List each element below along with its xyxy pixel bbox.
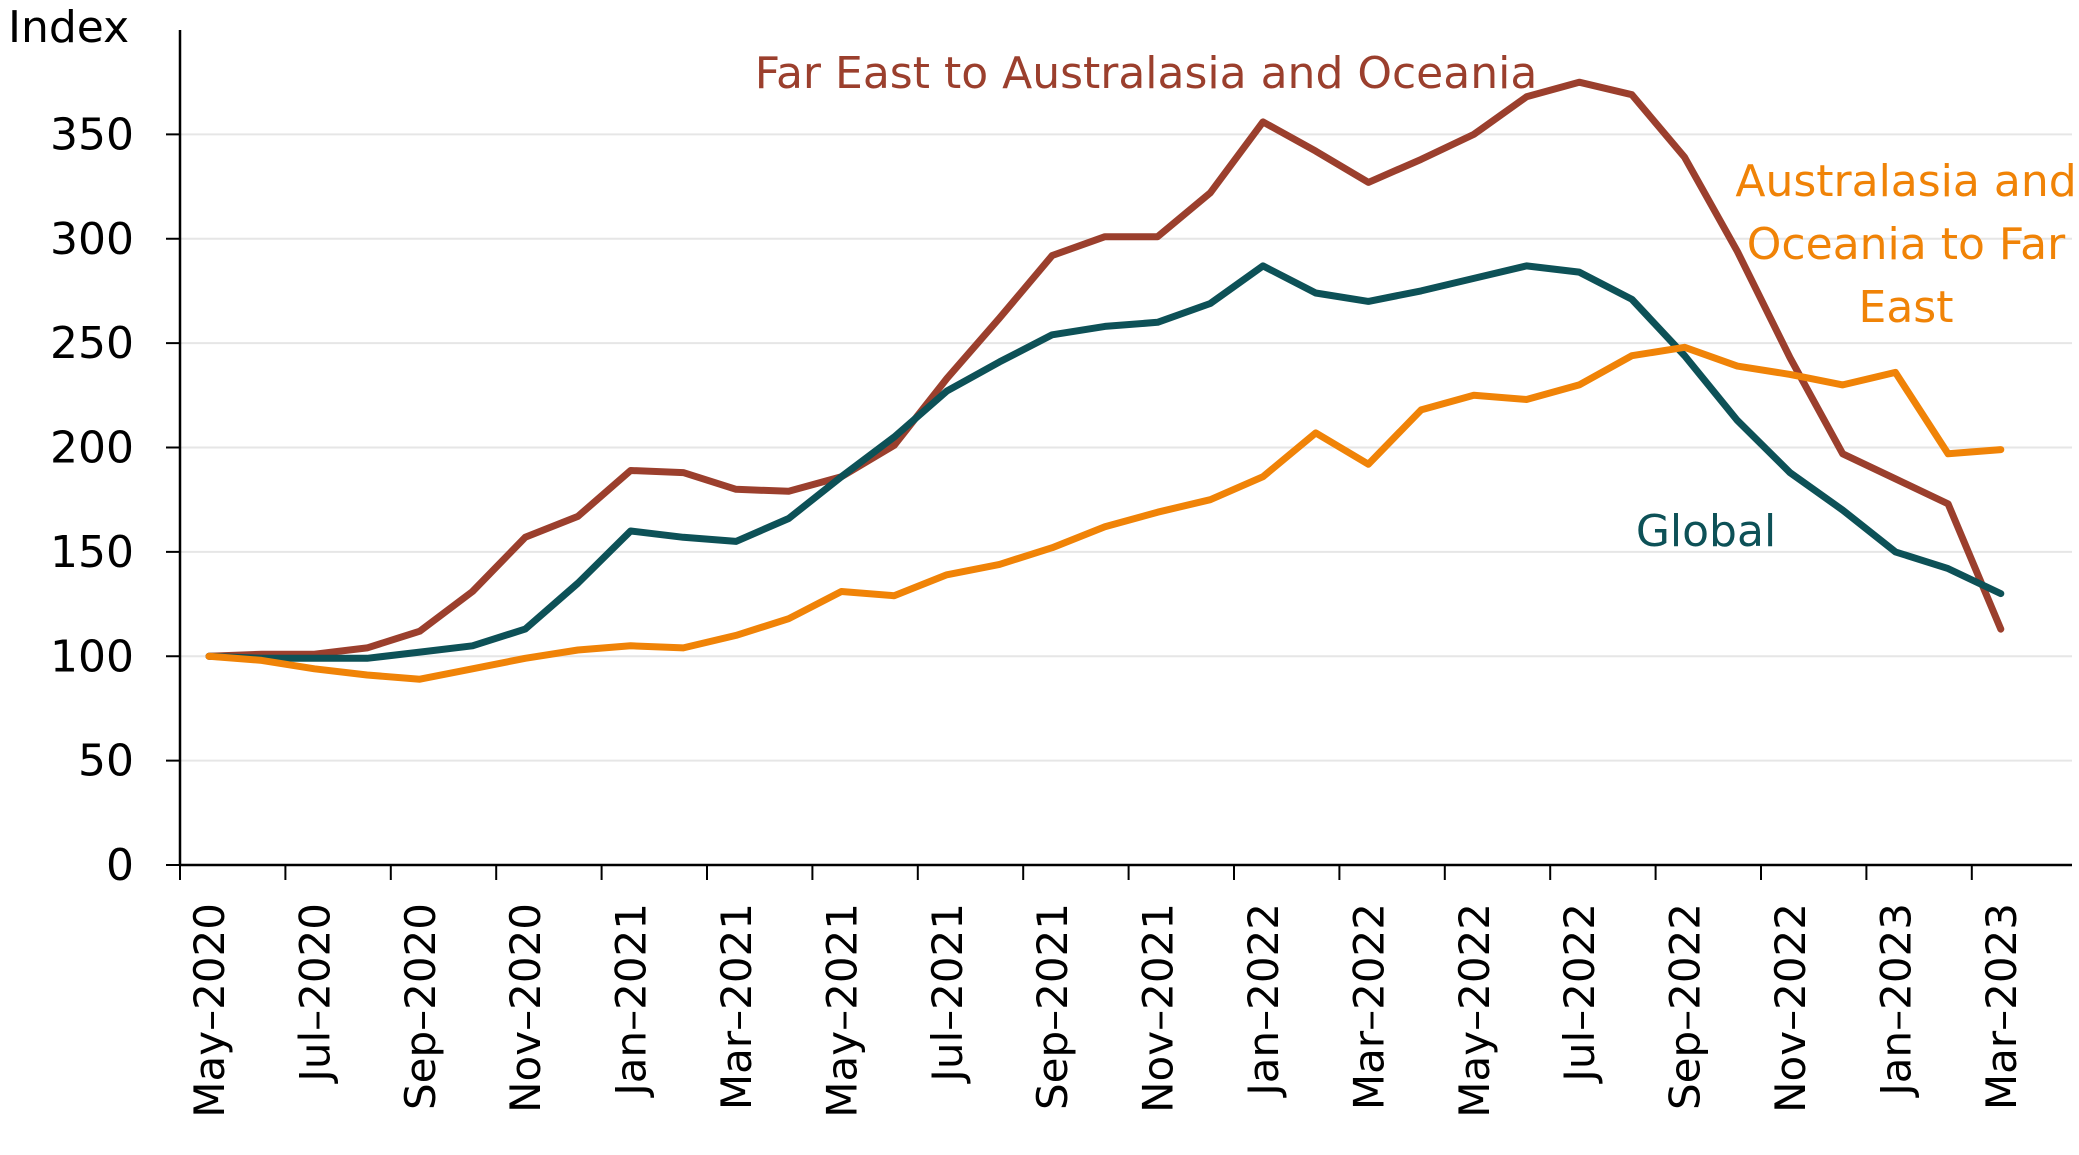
y-tick-label: 100 xyxy=(50,631,134,682)
x-tick-label: Jul–2021 xyxy=(923,903,972,1085)
y-tick-label: 300 xyxy=(50,214,134,265)
x-tick-label: Jan–2023 xyxy=(1871,903,1920,1099)
series-line-australasia-and-oceania-to-far-east xyxy=(205,343,2005,683)
series-line-far-east-to-australasia-and-oceania xyxy=(205,78,2005,660)
x-tick-label: May–2020 xyxy=(185,903,234,1118)
x-tick-label: Nov–2021 xyxy=(1134,903,1183,1113)
x-tick-label: May–2021 xyxy=(817,903,866,1118)
series-lines xyxy=(205,78,2005,683)
y-tick-label: 150 xyxy=(50,527,134,578)
x-tick-label: Mar–2023 xyxy=(1977,903,2026,1110)
y-tick-label: 350 xyxy=(50,109,134,160)
x-tick-label: Mar–2021 xyxy=(712,903,761,1110)
y-tick-label: 200 xyxy=(50,423,134,474)
series-label: Far East to Australasia and Oceania xyxy=(755,48,1538,99)
y-axis-title: Index xyxy=(8,2,129,53)
series-line-global xyxy=(205,262,2005,662)
x-tick-label: Sep–2021 xyxy=(1028,903,1077,1110)
x-tick-label: Jan–2022 xyxy=(1239,903,1288,1099)
series-labels: Far East to Australasia and Oceania Austr… xyxy=(755,48,2077,557)
y-tick-label: 50 xyxy=(78,736,134,787)
x-tick-label: Mar–2022 xyxy=(1344,903,1393,1110)
x-tick-label: Nov–2022 xyxy=(1766,903,1815,1113)
series-label: Global xyxy=(1636,506,1776,557)
series-label: East xyxy=(1859,282,1954,333)
series-label: Australasia and xyxy=(1735,156,2076,207)
y-tick-label: 250 xyxy=(50,318,134,369)
x-tick-label: Jan–2021 xyxy=(607,903,656,1099)
x-tick-label: Sep–2020 xyxy=(396,903,445,1110)
series-label: Oceania to Far xyxy=(1747,219,2066,270)
x-tick-label: May–2022 xyxy=(1450,903,1499,1118)
x-tick-label: Sep–2022 xyxy=(1661,903,1710,1110)
x-tick-label: Jul–2022 xyxy=(1555,903,1604,1085)
x-tick-label: Jul–2020 xyxy=(290,903,339,1085)
x-tick-label: Nov–2020 xyxy=(501,903,550,1113)
y-tick-label: 0 xyxy=(106,840,134,891)
axes: 0 50 100 150 200 250 300 350 May–2020 Jul–2020 Sep… xyxy=(50,30,2072,1118)
